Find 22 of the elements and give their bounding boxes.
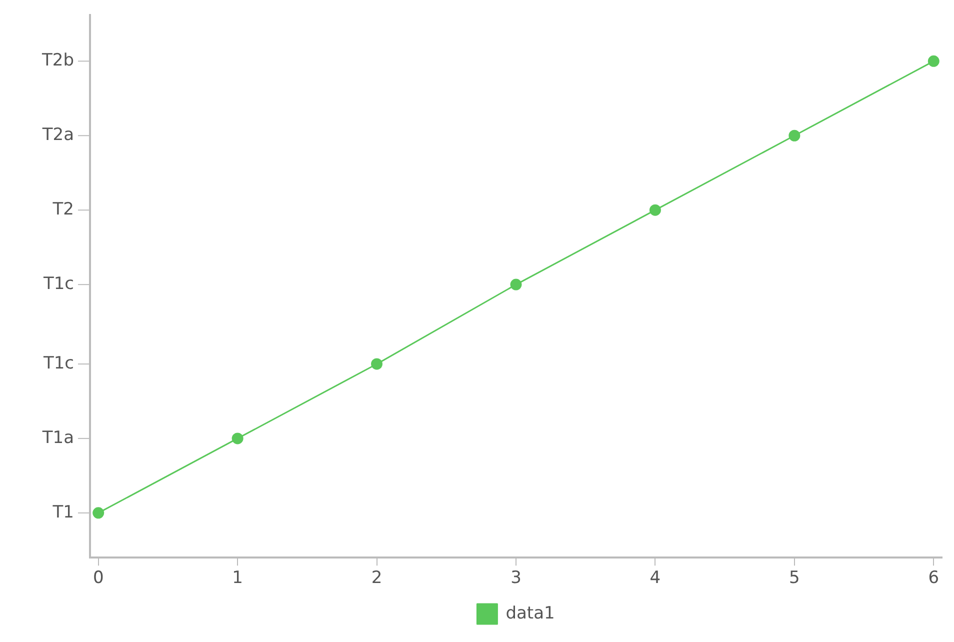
point xyxy=(371,358,383,370)
x-tick-label: 0 xyxy=(92,568,104,588)
text: T2a xyxy=(41,125,74,146)
text: T2b xyxy=(41,50,74,71)
point xyxy=(788,130,800,142)
text: T1 xyxy=(52,502,74,522)
point xyxy=(510,278,522,290)
text: T1c xyxy=(42,274,74,294)
x-tick-label: 2 xyxy=(371,568,382,588)
x-tick-label: 4 xyxy=(650,568,661,588)
point xyxy=(928,55,940,67)
text: T2 xyxy=(52,200,74,220)
x-tick-label: 1 xyxy=(232,568,243,588)
text: T1a xyxy=(41,428,74,448)
text: T1c xyxy=(42,353,74,374)
x-tick-label: 6 xyxy=(928,568,940,588)
point xyxy=(232,432,244,444)
legend-label: data1 xyxy=(506,603,555,624)
x-tick-label: 3 xyxy=(510,568,522,588)
point xyxy=(92,507,104,519)
x-tick-label: 5 xyxy=(789,568,800,588)
point xyxy=(649,204,661,216)
